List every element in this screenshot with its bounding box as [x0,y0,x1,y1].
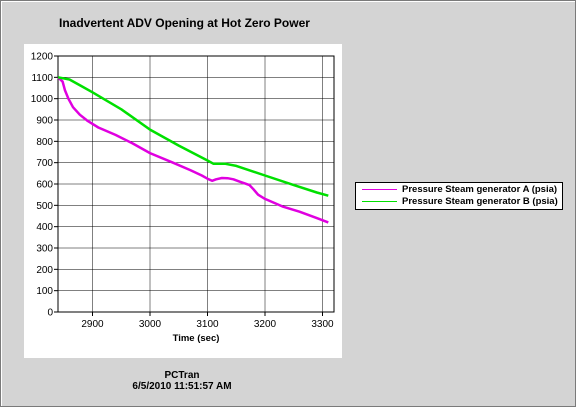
legend-swatch-a [362,189,397,190]
y-tick-label: 300 [36,244,53,255]
y-tick-label: 1100 [31,73,53,84]
x-tick-label: 3200 [254,319,277,330]
y-tick-label: 400 [36,222,53,233]
series-line-a [57,76,329,224]
legend-entry-b: Pressure Steam generator B (psia) [356,196,562,207]
y-tick-label: 500 [36,201,53,212]
x-axis-label: Time (sec) [173,333,220,344]
footer-app: PCTran [164,370,200,381]
plot-panel: 0 100 200 300 400 500 600 700 800 900 1000 1100 1200… [24,44,342,358]
x-tick-label: 3100 [196,319,219,330]
chart-title: Inadvertent ADV Opening at Hot Zero Powe… [59,16,310,30]
x-tick-label: 3000 [139,319,162,330]
y-tick-label: 100 [36,286,53,297]
y-tick-label: 200 [36,265,53,276]
y-tick-label: 600 [36,180,53,191]
legend-entry-a: Pressure Steam generator A (psia) [356,184,562,195]
legend-label-a: Pressure Steam generator A (psia) [402,184,558,195]
y-tick-label: 800 [36,137,53,148]
y-tick-label: 1200 [31,52,54,63]
y-tick-label: 1000 [31,94,54,105]
legend-swatch-b [362,201,397,202]
legend-label-b: Pressure Steam generator B (psia) [402,196,558,207]
x-tick-label: 2900 [81,319,104,330]
plot-svg: 0 100 200 300 400 500 600 700 800 900 1000 1100 1200… [31,52,335,344]
x-tick-label: 3300 [311,319,334,330]
series-line-b [57,76,329,197]
y-tick-label: 700 [36,158,53,169]
footer-timestamp: 6/5/2010 11:51:57 AM [132,381,232,392]
y-tick-label: 0 [47,308,53,319]
legend: Pressure Steam generator A (psia) Pressu… [355,182,563,210]
y-tick-label: 900 [36,116,53,127]
